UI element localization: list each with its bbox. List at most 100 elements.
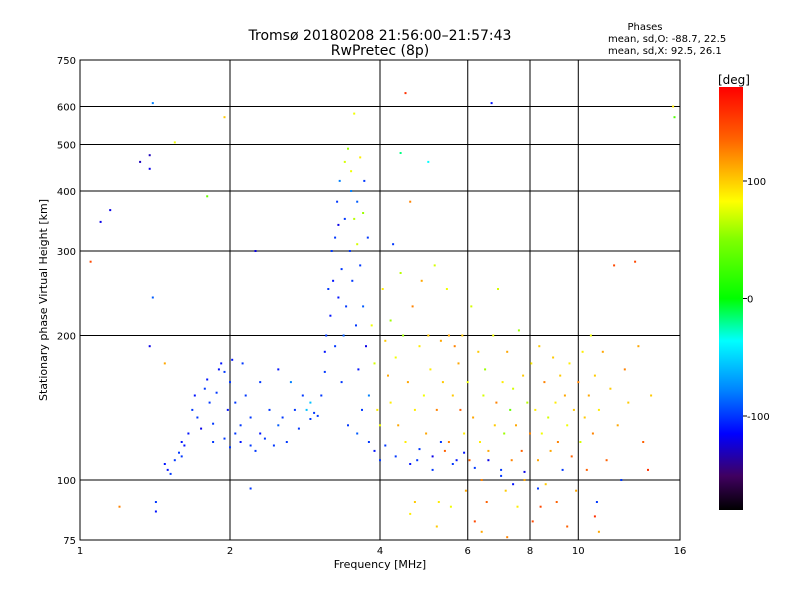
colorbar-tick-label: 100 bbox=[747, 177, 766, 188]
data-point bbox=[461, 334, 464, 337]
data-point bbox=[597, 530, 600, 533]
data-point bbox=[277, 424, 280, 427]
data-point bbox=[413, 408, 416, 411]
data-point bbox=[512, 483, 515, 486]
data-point bbox=[537, 459, 539, 462]
data-point bbox=[200, 427, 203, 430]
data-point bbox=[316, 414, 319, 417]
data-point bbox=[556, 441, 559, 443]
data-point bbox=[345, 305, 348, 308]
data-point bbox=[323, 370, 326, 373]
data-point bbox=[361, 408, 363, 411]
data-point bbox=[673, 116, 676, 119]
data-point bbox=[206, 378, 209, 381]
data-point bbox=[463, 432, 466, 435]
data-point bbox=[379, 424, 381, 427]
data-point bbox=[229, 446, 231, 449]
data-point bbox=[206, 195, 209, 198]
data-point bbox=[495, 401, 498, 404]
data-point bbox=[350, 190, 353, 192]
data-point bbox=[191, 408, 194, 411]
data-point bbox=[595, 501, 598, 503]
data-point bbox=[497, 288, 499, 290]
data-point bbox=[431, 468, 434, 471]
data-point bbox=[249, 444, 252, 447]
data-point bbox=[597, 408, 600, 411]
data-point bbox=[420, 279, 423, 282]
data-point bbox=[323, 350, 326, 353]
data-point bbox=[347, 147, 349, 150]
data-point bbox=[329, 314, 332, 317]
data-point bbox=[429, 368, 432, 371]
data-point bbox=[464, 489, 467, 492]
data-point bbox=[239, 424, 242, 427]
data-point bbox=[263, 437, 266, 440]
data-point bbox=[672, 105, 675, 108]
data-point bbox=[559, 374, 562, 377]
data-point bbox=[193, 394, 196, 397]
data-point bbox=[381, 288, 384, 290]
data-point bbox=[620, 479, 623, 481]
data-point bbox=[447, 441, 450, 443]
data-point bbox=[173, 141, 176, 144]
data-point bbox=[379, 459, 381, 462]
data-point bbox=[272, 444, 275, 447]
data-point bbox=[431, 455, 434, 458]
data-point bbox=[455, 459, 458, 462]
data-point bbox=[249, 416, 252, 419]
data-point bbox=[229, 381, 231, 384]
data-point bbox=[231, 358, 234, 361]
data-point bbox=[530, 362, 533, 365]
x-tick-label: 16 bbox=[674, 546, 687, 557]
data-point bbox=[166, 468, 169, 471]
data-point bbox=[473, 466, 476, 469]
data-point bbox=[357, 368, 360, 371]
data-point bbox=[510, 459, 513, 462]
data-point bbox=[470, 305, 473, 308]
data-point bbox=[338, 179, 341, 182]
data-point bbox=[399, 272, 402, 274]
data-point bbox=[482, 394, 485, 397]
data-point bbox=[239, 441, 242, 443]
data-point bbox=[642, 441, 645, 443]
data-point bbox=[334, 345, 337, 348]
data-point bbox=[404, 92, 407, 95]
data-point bbox=[154, 501, 157, 503]
data-point bbox=[99, 220, 102, 223]
data-point bbox=[259, 381, 262, 384]
x-tick-label: 6 bbox=[465, 546, 471, 557]
data-point bbox=[212, 441, 215, 443]
data-point bbox=[259, 432, 262, 435]
y-tick-label: 750 bbox=[57, 56, 76, 67]
data-point bbox=[480, 530, 483, 533]
data-point bbox=[254, 250, 257, 252]
data-point bbox=[342, 334, 345, 337]
data-point bbox=[427, 334, 430, 337]
data-point bbox=[148, 154, 151, 157]
data-point bbox=[249, 487, 252, 490]
chart-title: Tromsø 20180208 21:56:00–21:57:43 bbox=[248, 28, 512, 44]
data-point bbox=[376, 408, 379, 411]
data-point bbox=[394, 455, 397, 458]
data-point bbox=[418, 345, 421, 348]
data-point bbox=[163, 362, 166, 365]
data-point bbox=[148, 167, 151, 170]
data-point bbox=[585, 468, 588, 471]
data-point bbox=[370, 324, 373, 327]
data-point bbox=[627, 401, 630, 404]
data-point bbox=[254, 449, 257, 452]
data-point bbox=[387, 374, 389, 377]
data-point bbox=[509, 408, 512, 411]
y-tick-label: 200 bbox=[57, 332, 76, 343]
data-point bbox=[409, 200, 412, 203]
data-point bbox=[139, 160, 142, 163]
data-point bbox=[340, 381, 343, 384]
data-point bbox=[589, 334, 592, 337]
data-point bbox=[180, 455, 183, 458]
data-point bbox=[392, 243, 395, 246]
data-point bbox=[575, 489, 578, 492]
data-point bbox=[359, 264, 362, 267]
data-point bbox=[359, 156, 362, 159]
data-point bbox=[549, 449, 552, 452]
